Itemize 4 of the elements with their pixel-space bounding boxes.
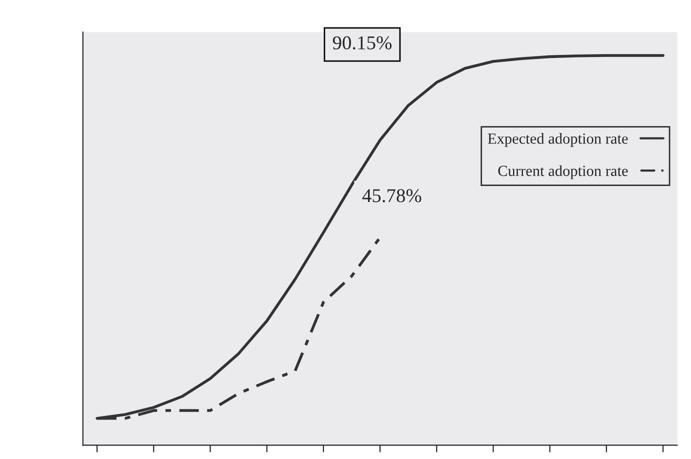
- text: 90.15%: [332, 36, 392, 50]
- legend-label: Current adoption rate: [498, 165, 628, 180]
- annotation: 45.78%: [362, 189, 422, 202]
- legend-label: Expected adoption rate: [488, 133, 628, 147]
